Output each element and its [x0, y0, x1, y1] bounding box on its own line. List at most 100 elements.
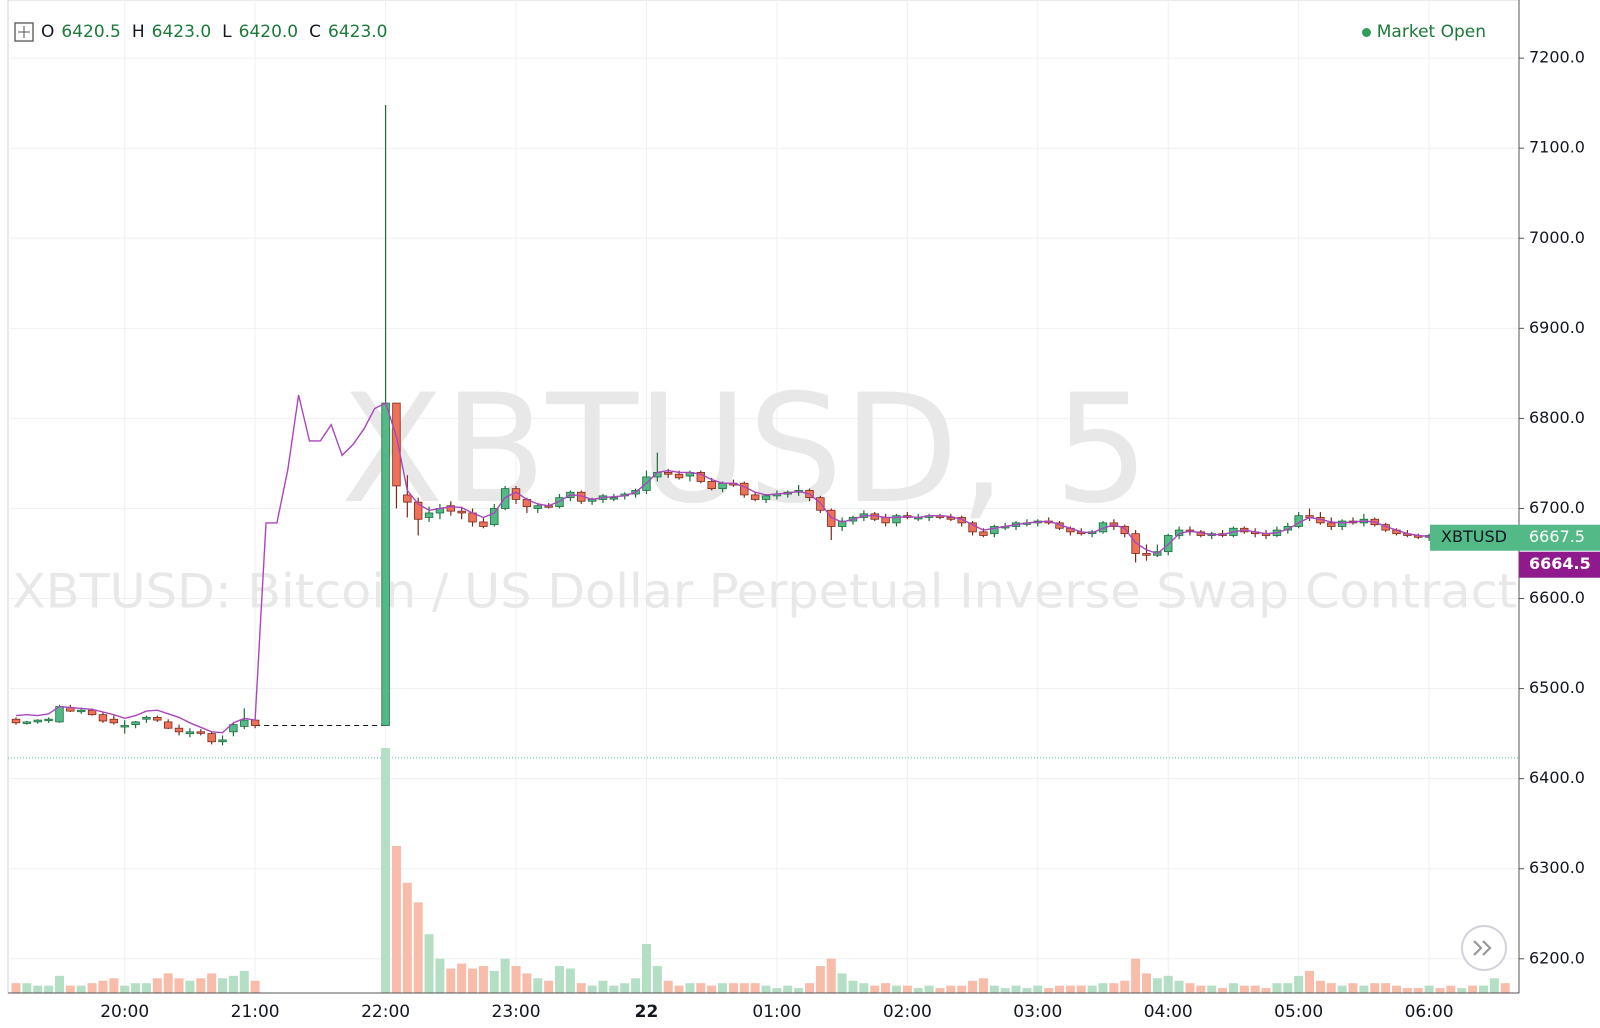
x-tick-label: 22:00 — [361, 1002, 410, 1022]
volume-bar — [1337, 985, 1347, 993]
candle-body — [413, 501, 423, 520]
x-tick-label: 06:00 — [1405, 1002, 1454, 1022]
volume-bar — [1152, 978, 1162, 993]
volume-bar — [837, 973, 847, 993]
volume-bar — [522, 973, 532, 993]
volume-bar — [54, 975, 64, 993]
candle-body — [142, 717, 151, 720]
x-tick-label: 03:00 — [1013, 1002, 1062, 1022]
y-tick-label: 7200.0 — [1529, 48, 1585, 67]
candle-body — [87, 709, 97, 716]
volume-bar — [1218, 988, 1228, 993]
volume-bar — [924, 985, 934, 993]
candle-body — [979, 531, 988, 536]
volume-bar — [11, 983, 21, 993]
candle-body — [250, 719, 260, 726]
volume-bar — [228, 975, 238, 993]
candle-body — [664, 472, 673, 475]
candle-body — [218, 739, 227, 743]
legend-key: C — [309, 22, 321, 42]
volume-bar — [1044, 988, 1054, 993]
candle-body — [196, 731, 205, 734]
volume-bar — [511, 966, 521, 993]
volume-bar — [424, 934, 434, 993]
volume-bar — [1239, 985, 1249, 993]
candle-body — [881, 517, 890, 524]
y-tick-label: 6200.0 — [1529, 948, 1585, 967]
candle-body — [109, 718, 119, 724]
volume-bar — [739, 983, 749, 993]
candle-body — [229, 724, 238, 733]
y-tick-label: 6700.0 — [1529, 498, 1585, 517]
volume-bar — [1250, 985, 1260, 993]
volume-bar — [446, 968, 456, 993]
candle-body — [240, 719, 249, 727]
volume-bar — [1478, 985, 1488, 993]
candle-body — [77, 709, 86, 713]
candle-body — [750, 494, 760, 500]
volume-bar — [544, 980, 554, 993]
ohlc-legend: O 6420.5 H 6423.0 L 6420.0 C 6423.0 — [14, 22, 391, 42]
volume-bar — [1348, 983, 1358, 993]
volume-bar — [120, 985, 130, 993]
volume-bar — [1370, 983, 1380, 993]
volume-bar — [22, 983, 32, 993]
volume-bar — [1381, 983, 1391, 993]
volume-bar — [805, 983, 815, 993]
volume-bar — [1076, 985, 1086, 993]
volume-bar — [902, 985, 912, 993]
legend-value: 6423.0 — [151, 22, 212, 42]
volume-bar — [1424, 985, 1434, 993]
volume-bar — [1402, 988, 1412, 993]
legend-key: L — [222, 22, 232, 42]
last-price-label: 6667.5 — [1529, 527, 1585, 546]
volume-bar — [87, 983, 97, 993]
volume-bar — [587, 985, 597, 993]
volume-bar — [891, 985, 901, 993]
volume-bar — [185, 980, 195, 993]
candle-body — [892, 515, 901, 524]
legend-value: 6420.5 — [61, 22, 121, 42]
legend-key: O — [41, 22, 55, 42]
y-tick-label: 6300.0 — [1529, 858, 1585, 877]
candle-body — [207, 733, 216, 743]
volume-bar — [935, 988, 945, 993]
candle-body — [446, 505, 455, 512]
volume-bar — [1294, 975, 1304, 993]
ma-price-label: 6664.5 — [1529, 554, 1591, 573]
volume-bar — [76, 985, 86, 993]
volume-bar — [1207, 985, 1217, 993]
volume-bar — [489, 970, 499, 993]
volume-bar — [674, 985, 684, 993]
candle-body — [44, 718, 53, 722]
volume-bar — [250, 980, 260, 993]
volume-bar — [1359, 985, 1369, 993]
volume-bar — [750, 983, 760, 993]
candle-body — [696, 472, 706, 482]
candle-body — [957, 517, 966, 524]
volume-bar — [848, 980, 858, 993]
volume-bar — [44, 985, 54, 993]
candle-body — [718, 482, 727, 490]
scroll-to-end-button[interactable] — [1461, 925, 1507, 971]
volume-bar — [859, 983, 869, 993]
volume-bar — [533, 978, 543, 993]
candle-body — [22, 721, 32, 724]
volume-bar — [728, 983, 738, 993]
legend-toggle[interactable] — [14, 22, 34, 42]
volume-bar — [98, 980, 108, 993]
volume-bar — [641, 944, 651, 993]
candle-body — [1337, 520, 1347, 527]
y-tick-label: 7000.0 — [1529, 228, 1585, 247]
volume-bar — [1087, 985, 1097, 993]
candle-body — [1327, 522, 1336, 527]
volume-bar — [1196, 985, 1206, 993]
volume-bar — [1326, 983, 1336, 993]
volume-bar — [609, 985, 619, 993]
y-tick-label: 6400.0 — [1529, 768, 1585, 787]
volume-bar — [33, 985, 43, 993]
watermark: XBTUSD, 5 — [341, 363, 1150, 537]
volume-bar — [141, 983, 151, 993]
